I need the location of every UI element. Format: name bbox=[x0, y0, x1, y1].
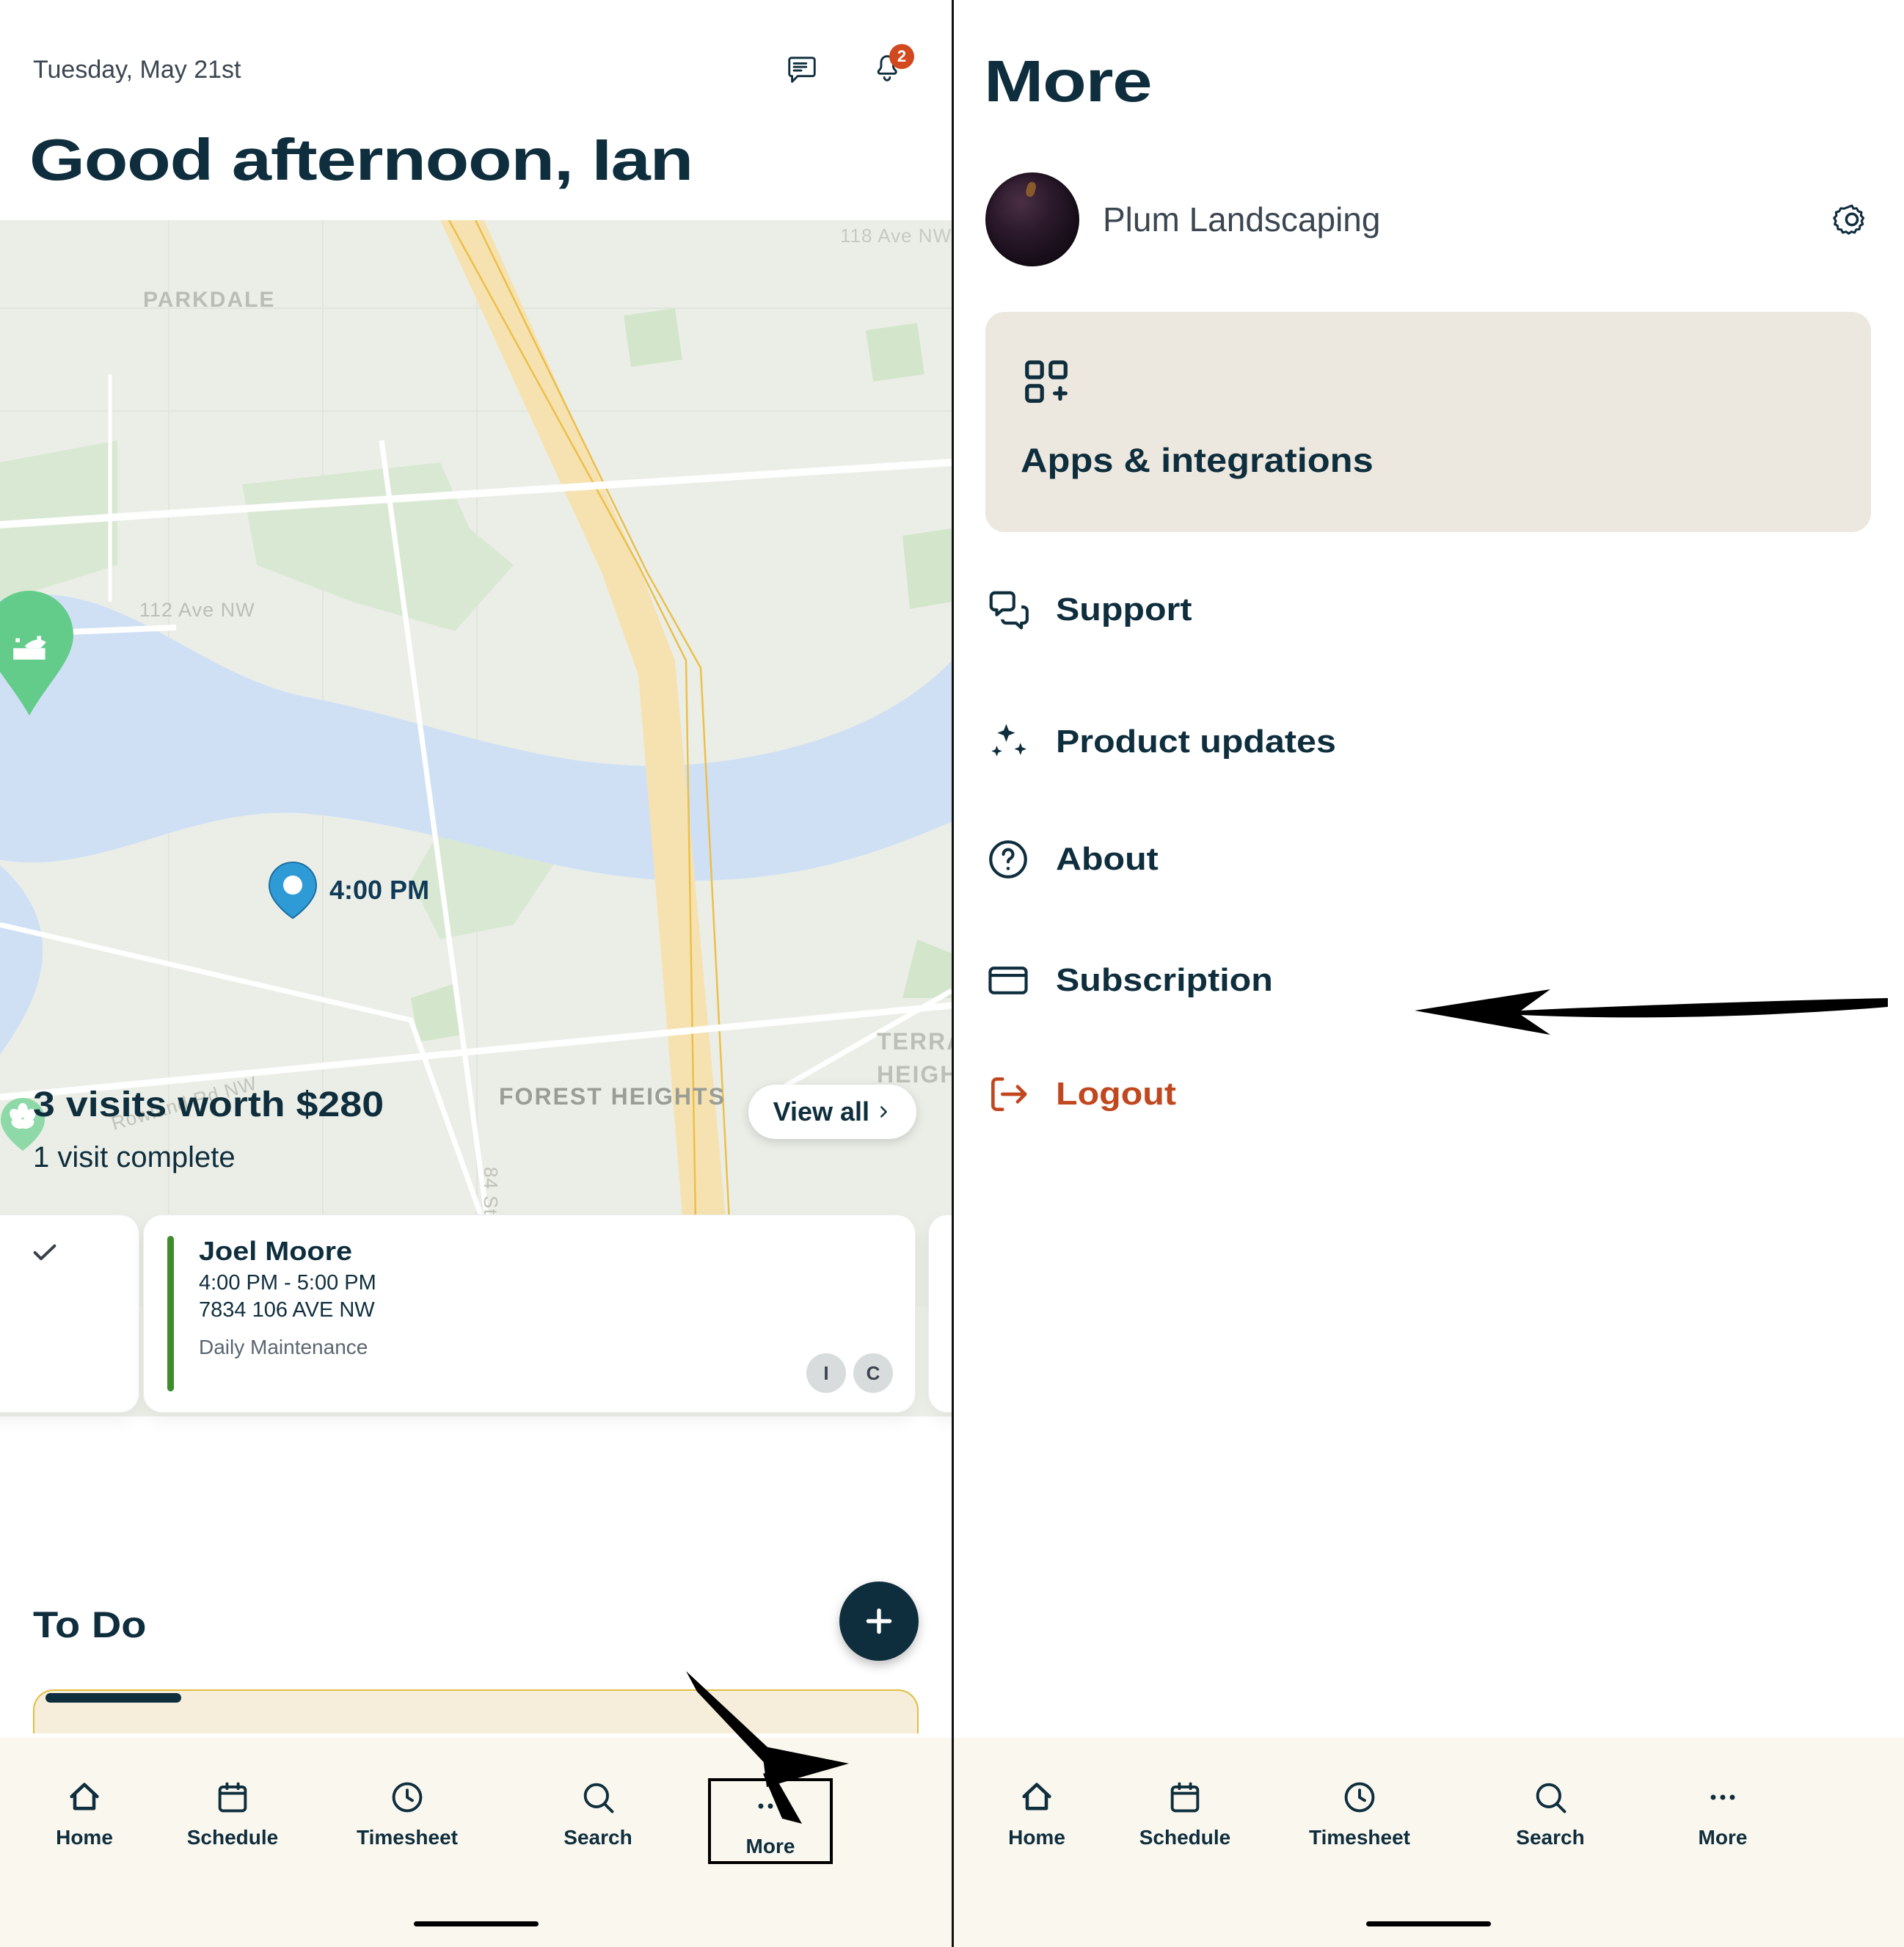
svg-text:PARKDALE: PARKDALE bbox=[143, 288, 275, 312]
svg-text:FOREST HEIGHTS: FOREST HEIGHTS bbox=[499, 1083, 726, 1110]
svg-text:112 Ave NW: 112 Ave NW bbox=[139, 599, 255, 621]
svg-text:TERRACE: TERRACE bbox=[877, 1028, 952, 1055]
svg-text:118 Ave NW: 118 Ave NW bbox=[840, 225, 952, 247]
svg-text:HEIGHTS: HEIGHTS bbox=[877, 1061, 952, 1088]
